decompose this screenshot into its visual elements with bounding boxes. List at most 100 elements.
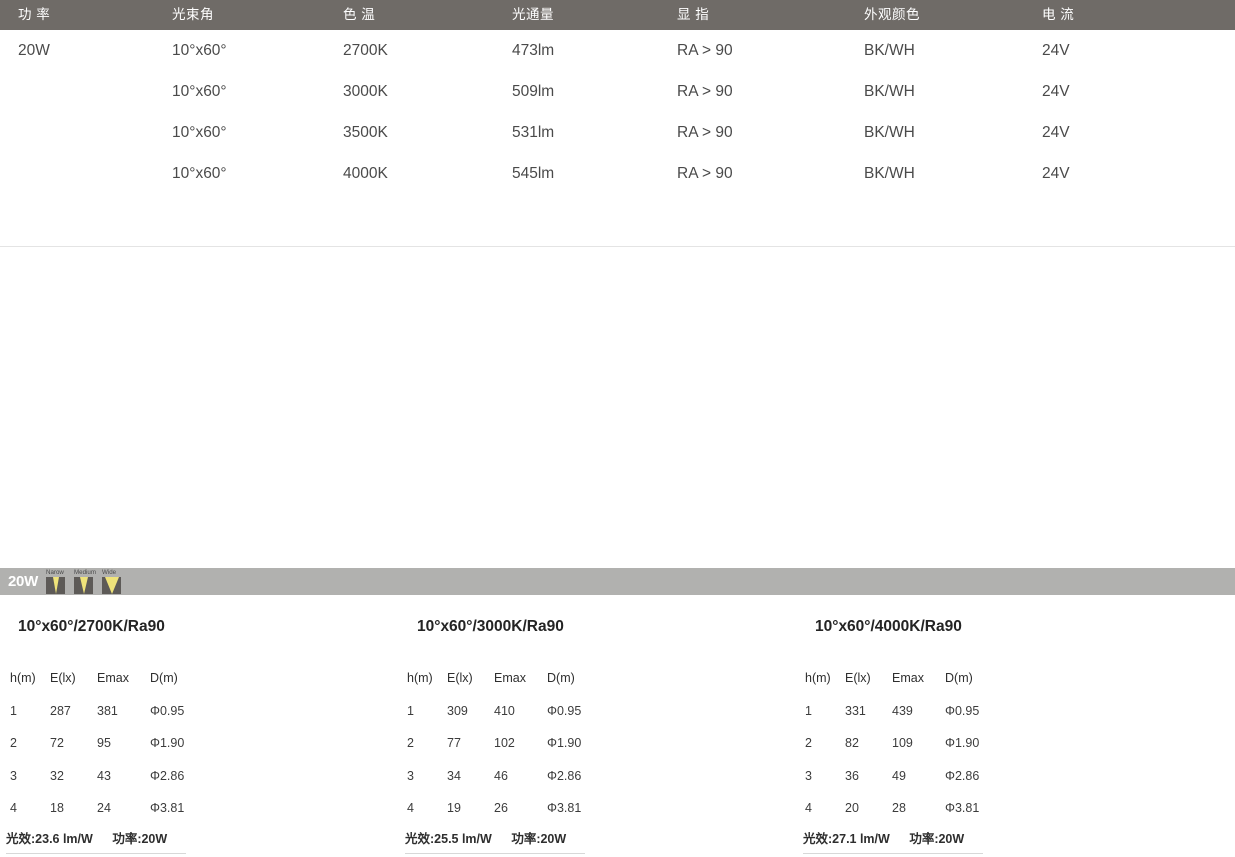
beam-narrow-item: Narow (46, 569, 65, 594)
cell-luminous-flux: 473lm (512, 42, 555, 59)
photometric-grid: h(m) E(lx) Emax D(m) 1 309 410 Φ0.95 2 7… (405, 667, 785, 830)
cell-color-temp: 3500K (343, 124, 388, 141)
col-header-height: h(m) (407, 671, 433, 685)
cell-emax: 43 (97, 768, 111, 783)
table-row: 10°x60° 3500K 531lm RA > 90 BK/WH 24V (0, 112, 1235, 153)
beam-wide-item: Wide (102, 569, 121, 594)
col-header-height: h(m) (10, 671, 36, 685)
beam-narrow-cone-icon (52, 577, 59, 594)
cell-luminous-flux: 531lm (512, 124, 555, 141)
table-row: 4 20 28 Φ3.81 (803, 797, 1183, 830)
beam-legend-band: 20W Narow Medium Wide (0, 568, 1235, 595)
photometric-title: 10°x60°/3000K/Ra90 (417, 618, 564, 635)
cell-diameter: Φ3.81 (945, 801, 980, 815)
cell-height: 2 (407, 736, 414, 750)
beam-medium-caption: Medium (74, 569, 96, 576)
cell-height: 4 (10, 801, 17, 815)
table-row: 2 82 109 Φ1.90 (803, 732, 1183, 765)
beam-narrow-icon (46, 577, 65, 594)
table-row: 2 72 95 Φ1.90 (8, 732, 388, 765)
cell-height: 1 (407, 703, 414, 718)
col-header-emax: Emax (97, 671, 129, 685)
cell-emax: 46 (494, 768, 508, 783)
column-header-cri: 显 指 (677, 7, 710, 22)
cell-beam-angle: 10°x60° (172, 124, 227, 141)
efficacy-value: 光效:23.6 lm/W (6, 832, 93, 846)
cell-height: 3 (805, 768, 812, 783)
cell-lux: 82 (845, 736, 859, 750)
photometric-title: 10°x60°/2700K/Ra90 (18, 618, 165, 635)
cell-diameter: Φ2.86 (547, 768, 582, 783)
col-header-diameter: D(m) (945, 671, 973, 685)
cell-color-temp: 3000K (343, 83, 388, 100)
cell-finish-color: BK/WH (864, 124, 915, 141)
table-row: 3 34 46 Φ2.86 (405, 765, 785, 798)
table-row: 1 331 439 Φ0.95 (803, 700, 1183, 733)
photometric-footer-2700k: 光效:23.6 lm/W 功率:20W (6, 828, 186, 854)
cell-height: 3 (407, 768, 414, 783)
cell-beam-angle: 10°x60° (172, 83, 227, 100)
beam-medium-icon (74, 577, 93, 594)
efficacy-value: 光效:27.1 lm/W (803, 832, 890, 846)
table-row: 10°x60° 3000K 509lm RA > 90 BK/WH 24V (0, 71, 1235, 112)
cell-emax: 49 (892, 768, 906, 783)
cell-current: 24V (1042, 165, 1070, 182)
band-power-label: 20W (8, 573, 38, 590)
cell-diameter: Φ0.95 (945, 703, 980, 718)
cell-power: 20W (18, 42, 50, 59)
col-header-diameter: D(m) (547, 671, 575, 685)
efficacy-value: 光效:25.5 lm/W (405, 832, 492, 846)
col-header-lux: E(lx) (447, 671, 473, 685)
cell-current: 24V (1042, 124, 1070, 141)
section-divider (0, 246, 1235, 247)
col-header-emax: Emax (892, 671, 924, 685)
cell-lux: 32 (50, 768, 64, 783)
photometric-footer-3000k: 光效:25.5 lm/W 功率:20W (405, 828, 585, 854)
table-row: 4 18 24 Φ3.81 (8, 797, 388, 830)
cell-finish-color: BK/WH (864, 83, 915, 100)
spec-table-header-row: 功 率 光束角 色 温 光通量 显 指 外观颜色 电 流 (0, 0, 1235, 30)
cell-height: 1 (805, 703, 812, 718)
photometric-grid: h(m) E(lx) Emax D(m) 1 287 381 Φ0.95 2 7… (8, 667, 388, 830)
col-header-lux: E(lx) (50, 671, 76, 685)
spec-table-body: 20W 10°x60° 2700K 473lm RA > 90 BK/WH 24… (0, 30, 1235, 215)
cell-height: 3 (10, 768, 17, 783)
beam-narrow-caption: Narow (46, 569, 64, 576)
cell-luminous-flux: 509lm (512, 83, 555, 100)
cell-cri: RA > 90 (677, 83, 733, 100)
col-header-diameter: D(m) (150, 671, 178, 685)
table-row: 3 32 43 Φ2.86 (8, 765, 388, 798)
cell-lux: 18 (50, 801, 64, 815)
cell-diameter: Φ3.81 (150, 801, 185, 815)
column-header-power: 功 率 (18, 7, 51, 22)
cell-luminous-flux: 545lm (512, 165, 555, 182)
cell-emax: 26 (494, 801, 508, 815)
cell-diameter: Φ2.86 (150, 768, 185, 783)
cell-diameter: Φ1.90 (547, 736, 582, 750)
col-header-height: h(m) (805, 671, 831, 685)
cell-lux: 34 (447, 768, 461, 783)
cell-diameter: Φ1.90 (945, 736, 980, 750)
beam-wide-icon (102, 577, 121, 594)
cell-emax: 24 (97, 801, 111, 815)
cell-height: 4 (805, 801, 812, 815)
cell-height: 1 (10, 703, 17, 718)
photometric-footer-4000k: 光效:27.1 lm/W 功率:20W (803, 828, 983, 854)
photometric-header-row: h(m) E(lx) Emax D(m) (405, 667, 785, 700)
table-row: 2 77 102 Φ1.90 (405, 732, 785, 765)
photometric-header-row: h(m) E(lx) Emax D(m) (803, 667, 1183, 700)
cell-lux: 309 (447, 703, 468, 718)
cell-emax: 410 (494, 703, 515, 718)
column-header-current: 电 流 (1042, 7, 1075, 22)
column-header-beam-angle: 光束角 (172, 7, 214, 22)
cell-diameter: Φ0.95 (547, 703, 582, 718)
power-value: 功率:20W (511, 832, 567, 846)
cell-lux: 36 (845, 768, 859, 783)
cell-finish-color: BK/WH (864, 42, 915, 59)
cell-height: 4 (407, 801, 414, 815)
column-header-luminous-flux: 光通量 (512, 7, 554, 22)
cell-current: 24V (1042, 42, 1070, 59)
cell-color-temp: 4000K (343, 165, 388, 182)
table-row: 4 19 26 Φ3.81 (405, 797, 785, 830)
cell-lux: 287 (50, 703, 71, 718)
